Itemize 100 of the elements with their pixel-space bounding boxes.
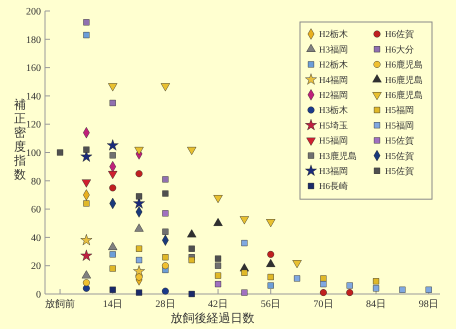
point [110,265,116,272]
legend-label: H6長崎 [319,181,348,192]
point [136,274,143,281]
point [82,279,90,286]
legend-label: H3栃木 [319,105,348,116]
x-tick-label: 98日 [418,299,439,310]
point [162,210,168,216]
point [82,179,92,188]
point [214,280,222,288]
point [267,250,274,258]
point [136,170,143,178]
point [320,280,326,288]
legend-label: H5佐賀 [385,150,414,161]
legend-label: H5福岡 [385,105,414,116]
legend-label: H4福岡 [319,74,348,85]
point [241,289,248,296]
point [136,193,142,200]
point [83,146,90,153]
x-tick-label: 70日 [313,299,334,310]
y-tick-label: 180 [26,34,41,46]
point [241,270,248,276]
y-axis-title: 補正密度指数 [13,98,26,182]
point [133,265,145,276]
point [214,262,222,269]
legend-label: H2栃木 [319,60,348,70]
point [162,262,169,270]
y-tick-label: 20 [31,261,41,272]
point [80,234,92,246]
point [82,270,92,278]
y-tick-label: 100 [26,148,41,159]
point [241,240,248,246]
point [268,274,274,280]
x-tick-label: 56日 [260,299,281,310]
point [162,190,168,197]
legend-label: H3鹿児島 [319,150,357,161]
point [162,176,168,182]
legend-label: H6鹿児島 [385,74,423,85]
x-axis-title: 放飼後経過日数 [170,311,254,325]
point [346,282,353,289]
point [213,195,223,204]
legend-label: H3福岡 [319,166,348,176]
point [266,258,276,268]
legend-label: H6鹿児島 [385,90,423,100]
y-tick-label: 140 [26,91,41,102]
point [136,256,142,264]
point [240,216,250,224]
point [372,285,380,292]
y-tick-label: 80 [31,176,41,188]
x-tick-label: 28日 [155,299,176,310]
point [188,290,195,298]
point [320,289,327,296]
point [82,284,90,292]
legend-label: H2福岡 [319,90,348,100]
legend-label: H5埼玉 [319,120,348,130]
point [108,242,118,250]
point [106,139,119,150]
y-tick-label: 0 [36,290,41,300]
point [372,278,380,284]
y-tick-label: 200 [26,6,41,18]
point [320,275,326,282]
x-tick-label: 42日 [208,299,228,310]
point [80,250,92,261]
y-tick-label: 120 [26,120,41,131]
point [162,228,168,235]
legend-label: H5福岡 [319,136,348,146]
point [56,149,64,156]
point [108,83,118,92]
point [214,256,222,262]
y-tick-label: 40 [31,232,41,244]
point [268,282,274,289]
x-tick-label: 14日 [102,299,123,310]
point [187,229,196,238]
point [110,286,116,293]
point [294,275,300,282]
point [187,146,196,155]
point [134,224,144,232]
legend-label: H5佐賀 [385,136,414,146]
point [188,256,195,264]
point [426,286,432,293]
legend-label: H3福岡 [319,44,348,54]
point [134,146,144,155]
legend-label: H6佐賀 [385,29,414,40]
point [346,289,354,296]
point [83,32,90,38]
legend-label: H6鹿児島 [385,60,423,70]
point [213,218,223,226]
point [136,289,142,296]
x-tick-label: 放飼前 [45,298,76,310]
point [83,200,90,207]
point [109,184,116,192]
point [110,152,116,158]
point [162,254,168,260]
point [136,246,142,252]
point [108,170,118,180]
x-tick-label: 84日 [366,299,386,310]
point [162,288,169,295]
point [292,260,302,268]
point [188,246,195,252]
point [110,100,116,106]
legend-label: H5佐賀 [385,166,414,176]
